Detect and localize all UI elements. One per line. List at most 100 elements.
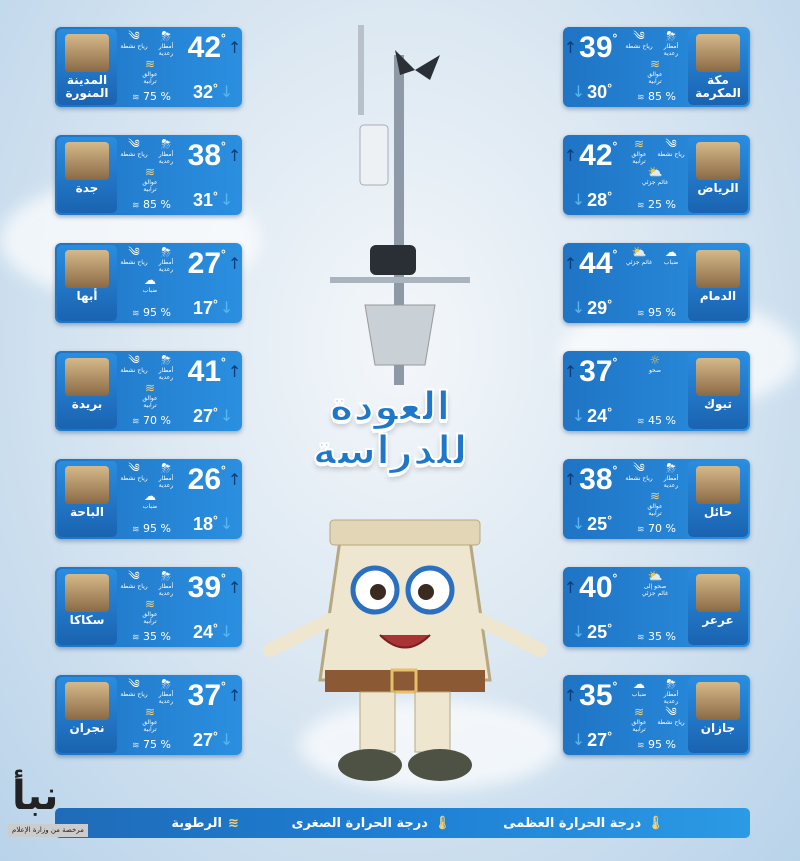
humidity-icon: ≋ bbox=[132, 525, 140, 535]
percent-sign: % bbox=[160, 198, 171, 211]
percent-sign: % bbox=[160, 522, 171, 535]
min-temp-value: 24 bbox=[193, 622, 214, 642]
humidity-value: 95 bbox=[648, 306, 663, 319]
humidity-icon: ≋ bbox=[132, 633, 140, 643]
condition-wind: ༄ رياح نشطة bbox=[119, 678, 149, 705]
humidity-icon: ≋ bbox=[637, 309, 645, 319]
legend-max-label: درجة الحرارة العظمى bbox=[503, 815, 642, 831]
landmark-image bbox=[696, 682, 740, 720]
wind-icon: ༄ bbox=[665, 137, 677, 151]
min-temp: 24° bbox=[193, 621, 218, 642]
conditions: ⛈ أمطار رعدية ༄ رياح نشطة ≋ عوالق ترابية bbox=[624, 462, 686, 518]
condition-thunder: ⛈ أمطار رعدية bbox=[151, 570, 181, 598]
arrow-down-icon: ↓ bbox=[571, 82, 586, 101]
conditions-column: ⛈ أمطار رعدية ༄ رياح نشطة ≋ عوالق ترابية % 75… bbox=[119, 29, 181, 105]
humidity: % 95 ≋ bbox=[634, 739, 676, 752]
humidity-value: 45 bbox=[648, 414, 663, 427]
condition-label: أمطار رعدية bbox=[663, 691, 679, 705]
humidity: % 85 ≋ bbox=[634, 91, 676, 104]
condition-dust: ≋ عوالق ترابية bbox=[624, 138, 654, 166]
fog-icon: ☁ bbox=[144, 489, 156, 503]
min-temp-value: 25 bbox=[587, 622, 608, 642]
logo-license: مرخصة من وزارة الإعلام bbox=[8, 824, 88, 837]
min-temp-row: ↓ 27° bbox=[185, 730, 241, 750]
condition-wind: ༄ رياح نشطة bbox=[119, 462, 149, 489]
city-panel: الباحة bbox=[57, 461, 117, 537]
city-card: حائل ⛈ أمطار رعدية ༄ رياح نشطة ≋ عوالق ترابية… bbox=[563, 459, 750, 539]
percent-sign: % bbox=[160, 738, 171, 751]
max-temp: 37° bbox=[579, 355, 618, 388]
humidity: % 70 ≋ bbox=[129, 415, 171, 428]
wind-icon: ༄ bbox=[128, 29, 140, 43]
condition-sunny_partly: ⛅ صحو إلى غائم جزئي bbox=[640, 570, 670, 598]
humidity-icon: ≋ bbox=[132, 93, 140, 103]
min-temp: 32° bbox=[193, 81, 218, 102]
city-panel: سكاكا bbox=[57, 569, 117, 645]
landmark-image bbox=[65, 466, 109, 504]
landmark-image bbox=[696, 358, 740, 396]
condition-thunder: ⛈ أمطار رعدية bbox=[656, 30, 686, 58]
city-card: جازان ⛈ أمطار رعدية ☁ ضباب ༄ رياح نشطة ≋ عوالق … bbox=[563, 675, 750, 755]
conditions: ⛈ أمطار رعدية ༄ رياح نشطة ≋ عوالق ترابية bbox=[624, 30, 686, 86]
temperature-column: ↑ 39° ↓ 24° bbox=[183, 569, 242, 645]
city-panel: الرياض bbox=[688, 137, 748, 213]
max-temp: 40° bbox=[579, 571, 618, 604]
thunder-icon: ⛈ bbox=[161, 29, 171, 43]
conditions: ⛈ أمطار رعدية ༄ رياح نشطة ≋ عوالق ترابية bbox=[119, 138, 181, 194]
temperature-column: ↑ 41° ↓ 27° bbox=[183, 353, 242, 429]
dust-icon: ≋ bbox=[144, 381, 156, 395]
max-temp-row: ↑ 42° bbox=[564, 140, 620, 172]
thunder-icon: ⛈ bbox=[161, 245, 171, 259]
max-temp-row: ↑ 27° bbox=[185, 247, 242, 280]
max-temp-value: 35 bbox=[579, 679, 613, 712]
humidity-value: 95 bbox=[648, 738, 663, 751]
max-temp: 39° bbox=[579, 31, 618, 64]
min-temp: 18° bbox=[193, 513, 218, 534]
conditions-column: ⛈ أمطار رعدية ༄ رياح نشطة ☁ ضباب % 95 ≋ bbox=[119, 245, 181, 321]
humidity: % 75 ≋ bbox=[129, 739, 171, 752]
conditions-column: ⛈ أمطار رعدية ༄ رياح نشطة ≋ عوالق ترابية % 35… bbox=[119, 569, 181, 645]
humidity-value: 70 bbox=[648, 522, 663, 535]
condition-partly: ⛅ غائم جزئي bbox=[624, 245, 654, 267]
humidity: % 35 ≋ bbox=[634, 631, 676, 644]
city-panel: تبوك bbox=[688, 353, 748, 429]
min-temp: 31° bbox=[193, 189, 218, 210]
max-temp: 26° bbox=[187, 463, 226, 496]
min-temp-value: 28 bbox=[587, 190, 608, 210]
max-temp-value: 37 bbox=[187, 679, 222, 712]
temperature-column: ↑ 42° ↓ 28° bbox=[563, 137, 622, 213]
max-temp-value: 27 bbox=[187, 247, 222, 280]
thermometer-max-icon: 🌡 bbox=[647, 815, 664, 831]
arrow-down-icon: ↓ bbox=[571, 298, 586, 317]
wind-icon: ༄ bbox=[128, 569, 140, 583]
partly-icon: ⛅ bbox=[631, 245, 647, 259]
condition-fog: ☁ ضباب bbox=[135, 489, 165, 511]
city-name: أبها bbox=[76, 289, 98, 303]
conditions-column: ⛈ أمطار رعدية ༄ رياح نشطة ≋ عوالق ترابية % 85… bbox=[119, 137, 181, 213]
condition-thunder: ⛈ أمطار رعدية bbox=[656, 678, 686, 706]
condition-label: عوالق ترابية bbox=[142, 395, 158, 409]
max-temp-value: 44 bbox=[579, 247, 613, 280]
min-temp-row: ↓ 27° bbox=[564, 730, 620, 750]
temperature-column: ↑ 40° ↓ 25° bbox=[563, 569, 622, 645]
temperature-column: ↑ 35° ↓ 27° bbox=[563, 677, 622, 753]
max-temp-value: 41 bbox=[187, 355, 222, 388]
condition-label: أمطار رعدية bbox=[158, 691, 174, 705]
humidity: % 70 ≋ bbox=[634, 523, 676, 536]
condition-dust: ≋ عوالق ترابية bbox=[135, 381, 165, 410]
humidity-icon: ≋ bbox=[132, 201, 140, 211]
condition-wind: ༄ رياح نشطة bbox=[656, 138, 686, 165]
city-name: عرعر bbox=[702, 613, 734, 627]
percent-sign: % bbox=[665, 90, 676, 103]
dust-icon: ≋ bbox=[144, 57, 156, 71]
dust-icon: ≋ bbox=[144, 705, 156, 719]
landmark-image bbox=[696, 250, 740, 288]
city-panel: المدينة المنورة bbox=[57, 29, 117, 105]
humidity-value: 95 bbox=[143, 306, 158, 319]
arrow-up-icon: ↑ bbox=[563, 254, 578, 273]
temperature-column: ↑ 37° ↓ 27° bbox=[183, 677, 242, 753]
conditions-column: ⛈ أمطار رعدية ༄ رياح نشطة ≋ عوالق ترابية % 85… bbox=[624, 29, 686, 105]
condition-label: رياح نشطة bbox=[120, 367, 148, 374]
condition-wind: ༄ رياح نشطة bbox=[119, 246, 149, 273]
condition-thunder: ⛈ أمطار رعدية bbox=[151, 354, 181, 382]
